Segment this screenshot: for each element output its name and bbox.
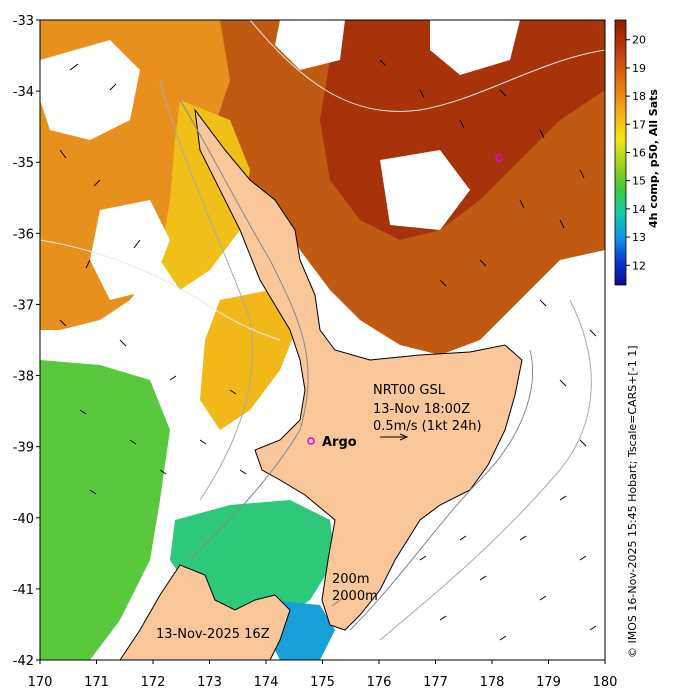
colorbar-tick-label: 19 xyxy=(632,62,646,75)
lat-tick-label: -37 xyxy=(13,298,34,313)
current-vectors xyxy=(59,59,597,641)
isobath-2000m xyxy=(159,79,592,641)
lon-tick-label: 170 xyxy=(28,675,53,690)
argo-float-marker xyxy=(307,437,315,445)
lon-tick-label: 172 xyxy=(141,675,166,690)
lat-tick-label: -34 xyxy=(13,85,34,100)
sst-yellow-patch xyxy=(160,100,250,290)
colorbar-tick-label: 14 xyxy=(632,203,646,216)
cloud-gap-5 xyxy=(430,20,520,75)
colorbar-tick-label: 13 xyxy=(632,231,646,244)
lat-tick-label: -36 xyxy=(13,227,34,242)
lat-axis: -33 -34 -35 -36 -37 -38 -39 -40 -41 -42 xyxy=(13,14,40,669)
lat-tick-label: -35 xyxy=(13,156,34,171)
lat-tick-label: -39 xyxy=(13,441,34,456)
colorbar-tick-label: 16 xyxy=(632,147,646,160)
lon-tick-label: 178 xyxy=(480,675,505,690)
colorbar-tick-label: 20 xyxy=(632,34,646,47)
lat-tick-label: -41 xyxy=(13,583,34,598)
argo-float-marker-2 xyxy=(495,154,503,162)
plot-area xyxy=(40,20,605,660)
sst-isotherm-2 xyxy=(40,239,281,341)
depth-200-label: 200m xyxy=(332,572,369,587)
lon-axis: 170 171 172 173 174 175 176 177 178 179 180 xyxy=(28,660,618,690)
cloud-gap-3 xyxy=(380,150,470,230)
time-label: 13-Nov 18:00Z xyxy=(373,402,470,417)
lon-tick-label: 177 xyxy=(423,675,448,690)
colorbar-tick-label: 12 xyxy=(632,259,646,272)
sst-yellow-west xyxy=(200,290,300,430)
lat-tick-label: -42 xyxy=(13,654,34,669)
colorbar xyxy=(614,19,627,286)
colorbar-ticks: 20 19 18 17 16 15 14 13 12 xyxy=(626,34,646,272)
cloud-gap-4 xyxy=(275,20,345,70)
sst-cold-west xyxy=(40,360,170,660)
lon-tick-label: 171 xyxy=(84,675,109,690)
depth-legend-arrow xyxy=(331,597,344,607)
south-island xyxy=(119,564,291,660)
colorbar-tick-label: 17 xyxy=(632,118,646,131)
cloud-gap-1 xyxy=(40,40,140,140)
station-label: NRT00 GSL xyxy=(373,383,446,398)
date-label: 13-Nov-2025 16Z xyxy=(156,627,270,642)
lat-tick-label: -33 xyxy=(13,14,34,29)
lon-tick-label: 174 xyxy=(254,675,279,690)
lat-tick-label: -38 xyxy=(13,370,34,385)
cloud-gap-2 xyxy=(90,200,170,300)
colorbar-title: 4h comp, p50, All Sats xyxy=(647,89,660,228)
scale-label: 0.5m/s (1kt 24h) xyxy=(373,419,482,434)
lon-tick-label: 179 xyxy=(536,675,561,690)
lon-tick-label: 176 xyxy=(367,675,392,690)
colorbar-tick-label: 15 xyxy=(632,175,646,188)
isobath-200m xyxy=(179,99,534,631)
credit-text: © IMOS 16-Nov-2025 15:45 Hobart; Tscale=… xyxy=(626,346,639,658)
lat-tick-label: -40 xyxy=(13,512,34,527)
lon-tick-label: 173 xyxy=(197,675,222,690)
depth-2000-label: 2000m xyxy=(332,589,378,604)
sst-isotherm-1 xyxy=(249,20,605,112)
lon-tick-label: 180 xyxy=(593,675,618,690)
lon-tick-label: 175 xyxy=(310,675,335,690)
north-island xyxy=(194,108,523,631)
argo-label: Argo xyxy=(322,435,357,450)
scale-arrow-head xyxy=(399,433,409,441)
colorbar-tick-label: 18 xyxy=(632,90,646,103)
